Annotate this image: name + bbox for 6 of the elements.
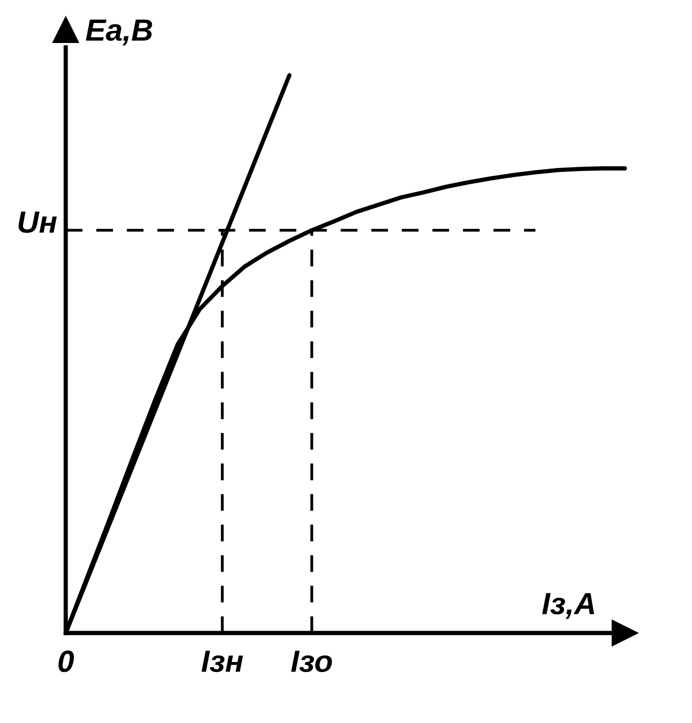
x-tick-label: Iзо bbox=[291, 650, 332, 672]
ref-line-label: Uн bbox=[18, 212, 57, 233]
x-axis-title: Iз,A bbox=[542, 593, 594, 619]
y-axis-title: Ea,B bbox=[86, 20, 152, 46]
x-tick-label: Iзн bbox=[202, 650, 243, 672]
x-tick-label: 0 bbox=[58, 650, 74, 672]
